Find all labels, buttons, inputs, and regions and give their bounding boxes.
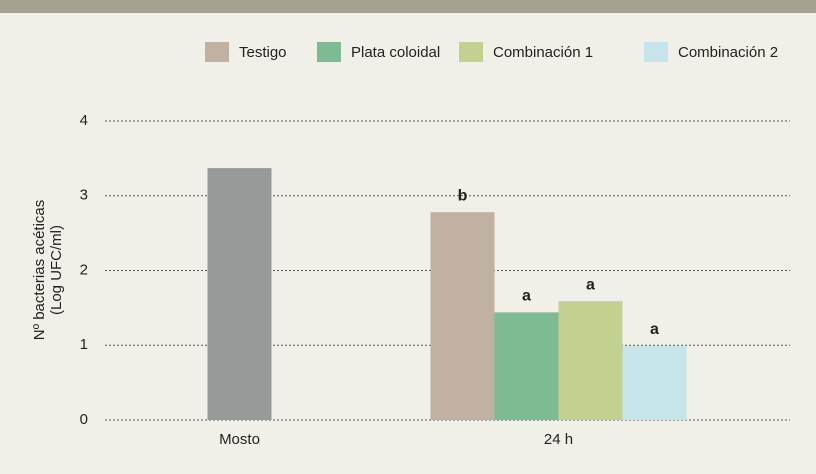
- y-tick-label: 3: [80, 187, 88, 204]
- legend-swatch: [644, 42, 668, 62]
- bar: [622, 345, 687, 420]
- x-tick-label: 24 h: [544, 431, 573, 448]
- bar: [430, 212, 495, 420]
- y-tick-label: 1: [80, 336, 88, 353]
- legend-label: Combinación 2: [678, 44, 778, 61]
- bar-annotation: a: [586, 276, 595, 293]
- legend-label: Testigo: [239, 44, 287, 61]
- legend-swatch: [205, 42, 229, 62]
- legend-swatch: [459, 42, 483, 62]
- bar-annotation: a: [522, 288, 531, 305]
- y-tick-label: 4: [80, 112, 88, 129]
- legend-label: Combinación 1: [493, 44, 593, 61]
- y-axis-label: (Log UFC/ml): [48, 225, 65, 315]
- y-tick-label: 2: [80, 261, 88, 278]
- bar-annotation: a: [650, 321, 659, 338]
- legend-label: Plata coloidal: [351, 44, 440, 61]
- top-bar: [0, 0, 816, 13]
- bar: [558, 301, 623, 420]
- legend-swatch: [317, 42, 341, 62]
- y-axis-label: Nº bacterias acéticas: [31, 200, 48, 341]
- bar: [494, 312, 559, 420]
- bar: [207, 168, 272, 420]
- bar-annotation: b: [458, 187, 468, 204]
- x-tick-label: Mosto: [219, 431, 260, 448]
- y-tick-label: 0: [80, 411, 88, 428]
